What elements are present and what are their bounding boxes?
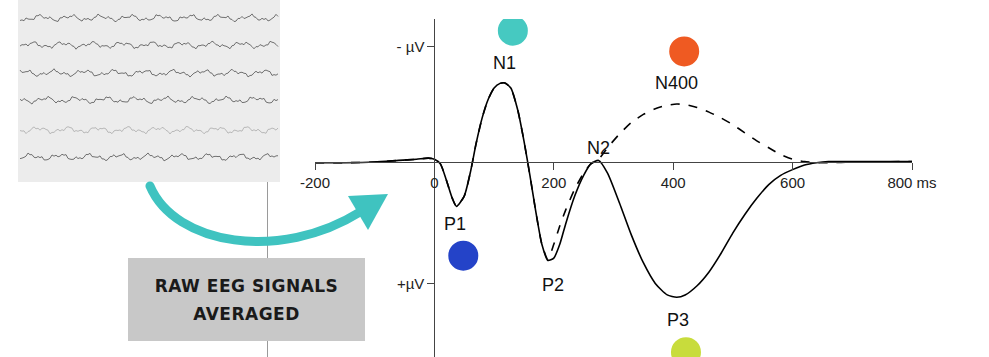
svg-text:-200: -200 bbox=[300, 174, 330, 191]
html-text:AVERAGED: AVERAGED bbox=[193, 303, 300, 324]
svg-text:P2: P2 bbox=[542, 275, 564, 295]
svg-text:600: 600 bbox=[780, 174, 805, 191]
svg-text:0: 0 bbox=[430, 174, 438, 191]
svg-text:+µV: +µV bbox=[397, 275, 424, 292]
svg-text:800 ms: 800 ms bbox=[887, 174, 936, 191]
svg-text:200: 200 bbox=[541, 174, 566, 191]
svg-text:- µV: - µV bbox=[397, 38, 425, 55]
html-text:RAW EEG SIGNALS: RAW EEG SIGNALS bbox=[154, 275, 339, 296]
svg-text:N1: N1 bbox=[493, 53, 516, 73]
svg-text:N2: N2 bbox=[587, 138, 610, 158]
svg-text:N400: N400 bbox=[655, 73, 698, 93]
svg-text:P3: P3 bbox=[667, 310, 689, 330]
svg-text:400: 400 bbox=[661, 174, 686, 191]
svg-text:P1: P1 bbox=[444, 214, 466, 234]
